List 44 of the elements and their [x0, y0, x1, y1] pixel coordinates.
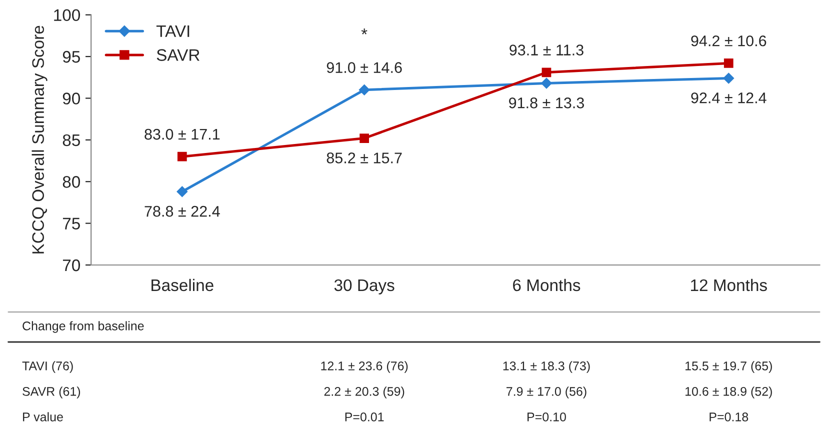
text: 13.1 ± 18.3 (73) [503, 361, 590, 373]
x-tick-label: 12 Months [691, 278, 767, 292]
annotation: * [361, 28, 368, 34]
data-label: 91.0 ± 14.6 [326, 62, 402, 73]
point [723, 72, 734, 84]
text: SAVR (61) [22, 386, 80, 398]
y-tick-label: 95 [62, 50, 80, 63]
x-tick-label: 6 Months [513, 278, 580, 292]
point [541, 78, 552, 89]
y-axis-title: KCCQ Overall Summary Score [32, 26, 48, 254]
data-label: 78.8 ± 22.4 [144, 206, 220, 217]
data-label: 93.1 ± 11.3 [510, 44, 584, 56]
text: P=0.18 [710, 412, 748, 422]
data-label: 91.8 ± 13.3 [509, 98, 584, 108]
y-tick-label: 85 [62, 134, 80, 146]
y-tick-label: 100 [54, 9, 80, 22]
text: 2.2 ± 20.3 (59) [324, 386, 404, 398]
y-tick-label: 75 [62, 218, 80, 230]
text: P value [23, 412, 63, 422]
x-tick-label: 30 Days [334, 279, 394, 294]
point [724, 58, 734, 68]
x-tick-label: Baseline [152, 278, 214, 292]
legend-label: TAVI [156, 25, 190, 37]
point [177, 152, 187, 162]
text: Change from baseline [22, 321, 144, 333]
data-label: 83.0 ± 17.1 [144, 128, 220, 140]
legend-label: SAVR [156, 49, 200, 61]
y-tick-label: 90 [62, 92, 80, 104]
text: 12.1 ± 23.6 (76) [321, 361, 408, 373]
y-tick-label: 70 [62, 259, 80, 272]
y-tick-label: 80 [62, 176, 80, 188]
text: TAVI (76) [22, 361, 73, 373]
point [176, 186, 188, 198]
point [358, 84, 370, 96]
text: P=0.01 [345, 412, 384, 422]
text: P=0.10 [528, 412, 566, 422]
point [360, 134, 370, 143]
text: 7.9 ± 17.0 (56) [506, 386, 586, 398]
text: 10.6 ± 18.9 (52) [686, 386, 772, 398]
data-label: 92.4 ± 12.4 [691, 92, 766, 104]
data-label: 94.2 ± 10.6 [691, 35, 766, 46]
point [542, 68, 552, 78]
data-label: 85.2 ± 15.7 [326, 152, 402, 164]
text: 15.5 ± 19.7 (65) [686, 361, 772, 373]
